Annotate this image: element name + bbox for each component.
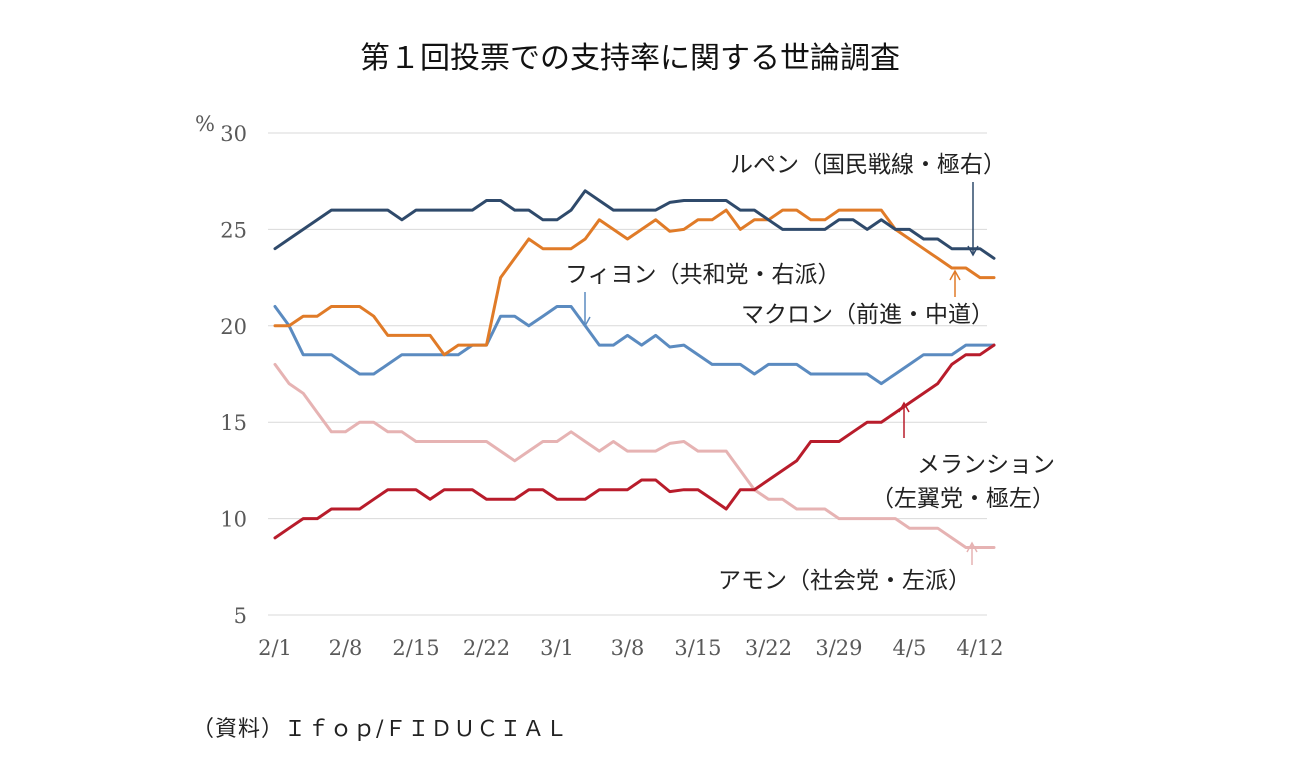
y-tick-label: 30 [220,122,247,146]
series-annotation-label: フィヨン（共和党・右派） [565,262,841,288]
y-tick-label: 20 [220,315,247,339]
chart-title: 第１回投票での支持率に関する世論調査 [360,41,900,76]
series-annotation-label: （左翼党・極左） [871,486,1055,512]
y-axis-unit-label: % [195,112,215,136]
annotation-arrowhead [898,401,910,413]
x-tick-label: 2/8 [329,636,363,660]
series-annotation-label: ルペン（国民戦線・極右） [730,152,1006,178]
x-tick-label: 4/12 [956,636,1003,660]
series-annotation-label: メランション [917,452,1055,478]
x-tick-label: 2/1 [258,636,292,660]
series-line-3 [273,343,996,540]
y-tick-label: 15 [220,411,247,435]
annotation-arrowhead [966,541,978,553]
annotation-arrowhead [967,245,979,257]
y-tick-label: 5 [234,604,247,628]
series-line-0 [273,189,996,260]
x-tick-label: 2/22 [463,636,510,660]
y-tick-label: 10 [220,508,247,532]
series-annotation-label: マクロン（前進・中道） [741,302,994,328]
x-tick-label: 3/8 [611,636,645,660]
series-lines [273,189,996,549]
series-annotations: ルペン（国民戦線・極右） フィヨン（共和党・右派） マクロン（前進・中道） メランショ… [565,152,1055,594]
annotation-arrowhead [949,269,961,281]
source-note: （資料）Ｉｆｏｐ/ＦＩＤＵＣＩＡＬ [192,717,569,742]
x-tick-label: 3/29 [815,636,862,660]
x-tick-label: 4/5 [893,636,927,660]
gridlines [268,132,987,616]
x-tick-label: 3/1 [540,636,574,660]
series-annotation-label: アモン（社会党・左派） [718,568,971,594]
series-line-2 [273,305,996,386]
annotation-arrowhead [579,316,591,328]
x-axis-ticks: 2/1 2/8 2/15 2/22 3/1 3/8 3/15 3/22 3/29 4/5 4/12 [258,636,1003,660]
y-axis-ticks: 30 25 20 15 10 5 [220,122,247,628]
series-line-4 [273,362,996,549]
x-tick-label: 3/15 [674,636,721,660]
x-tick-label: 3/22 [745,636,792,660]
y-tick-label: 25 [220,218,247,242]
series-line-1 [273,208,996,357]
x-tick-label: 2/15 [392,636,439,660]
